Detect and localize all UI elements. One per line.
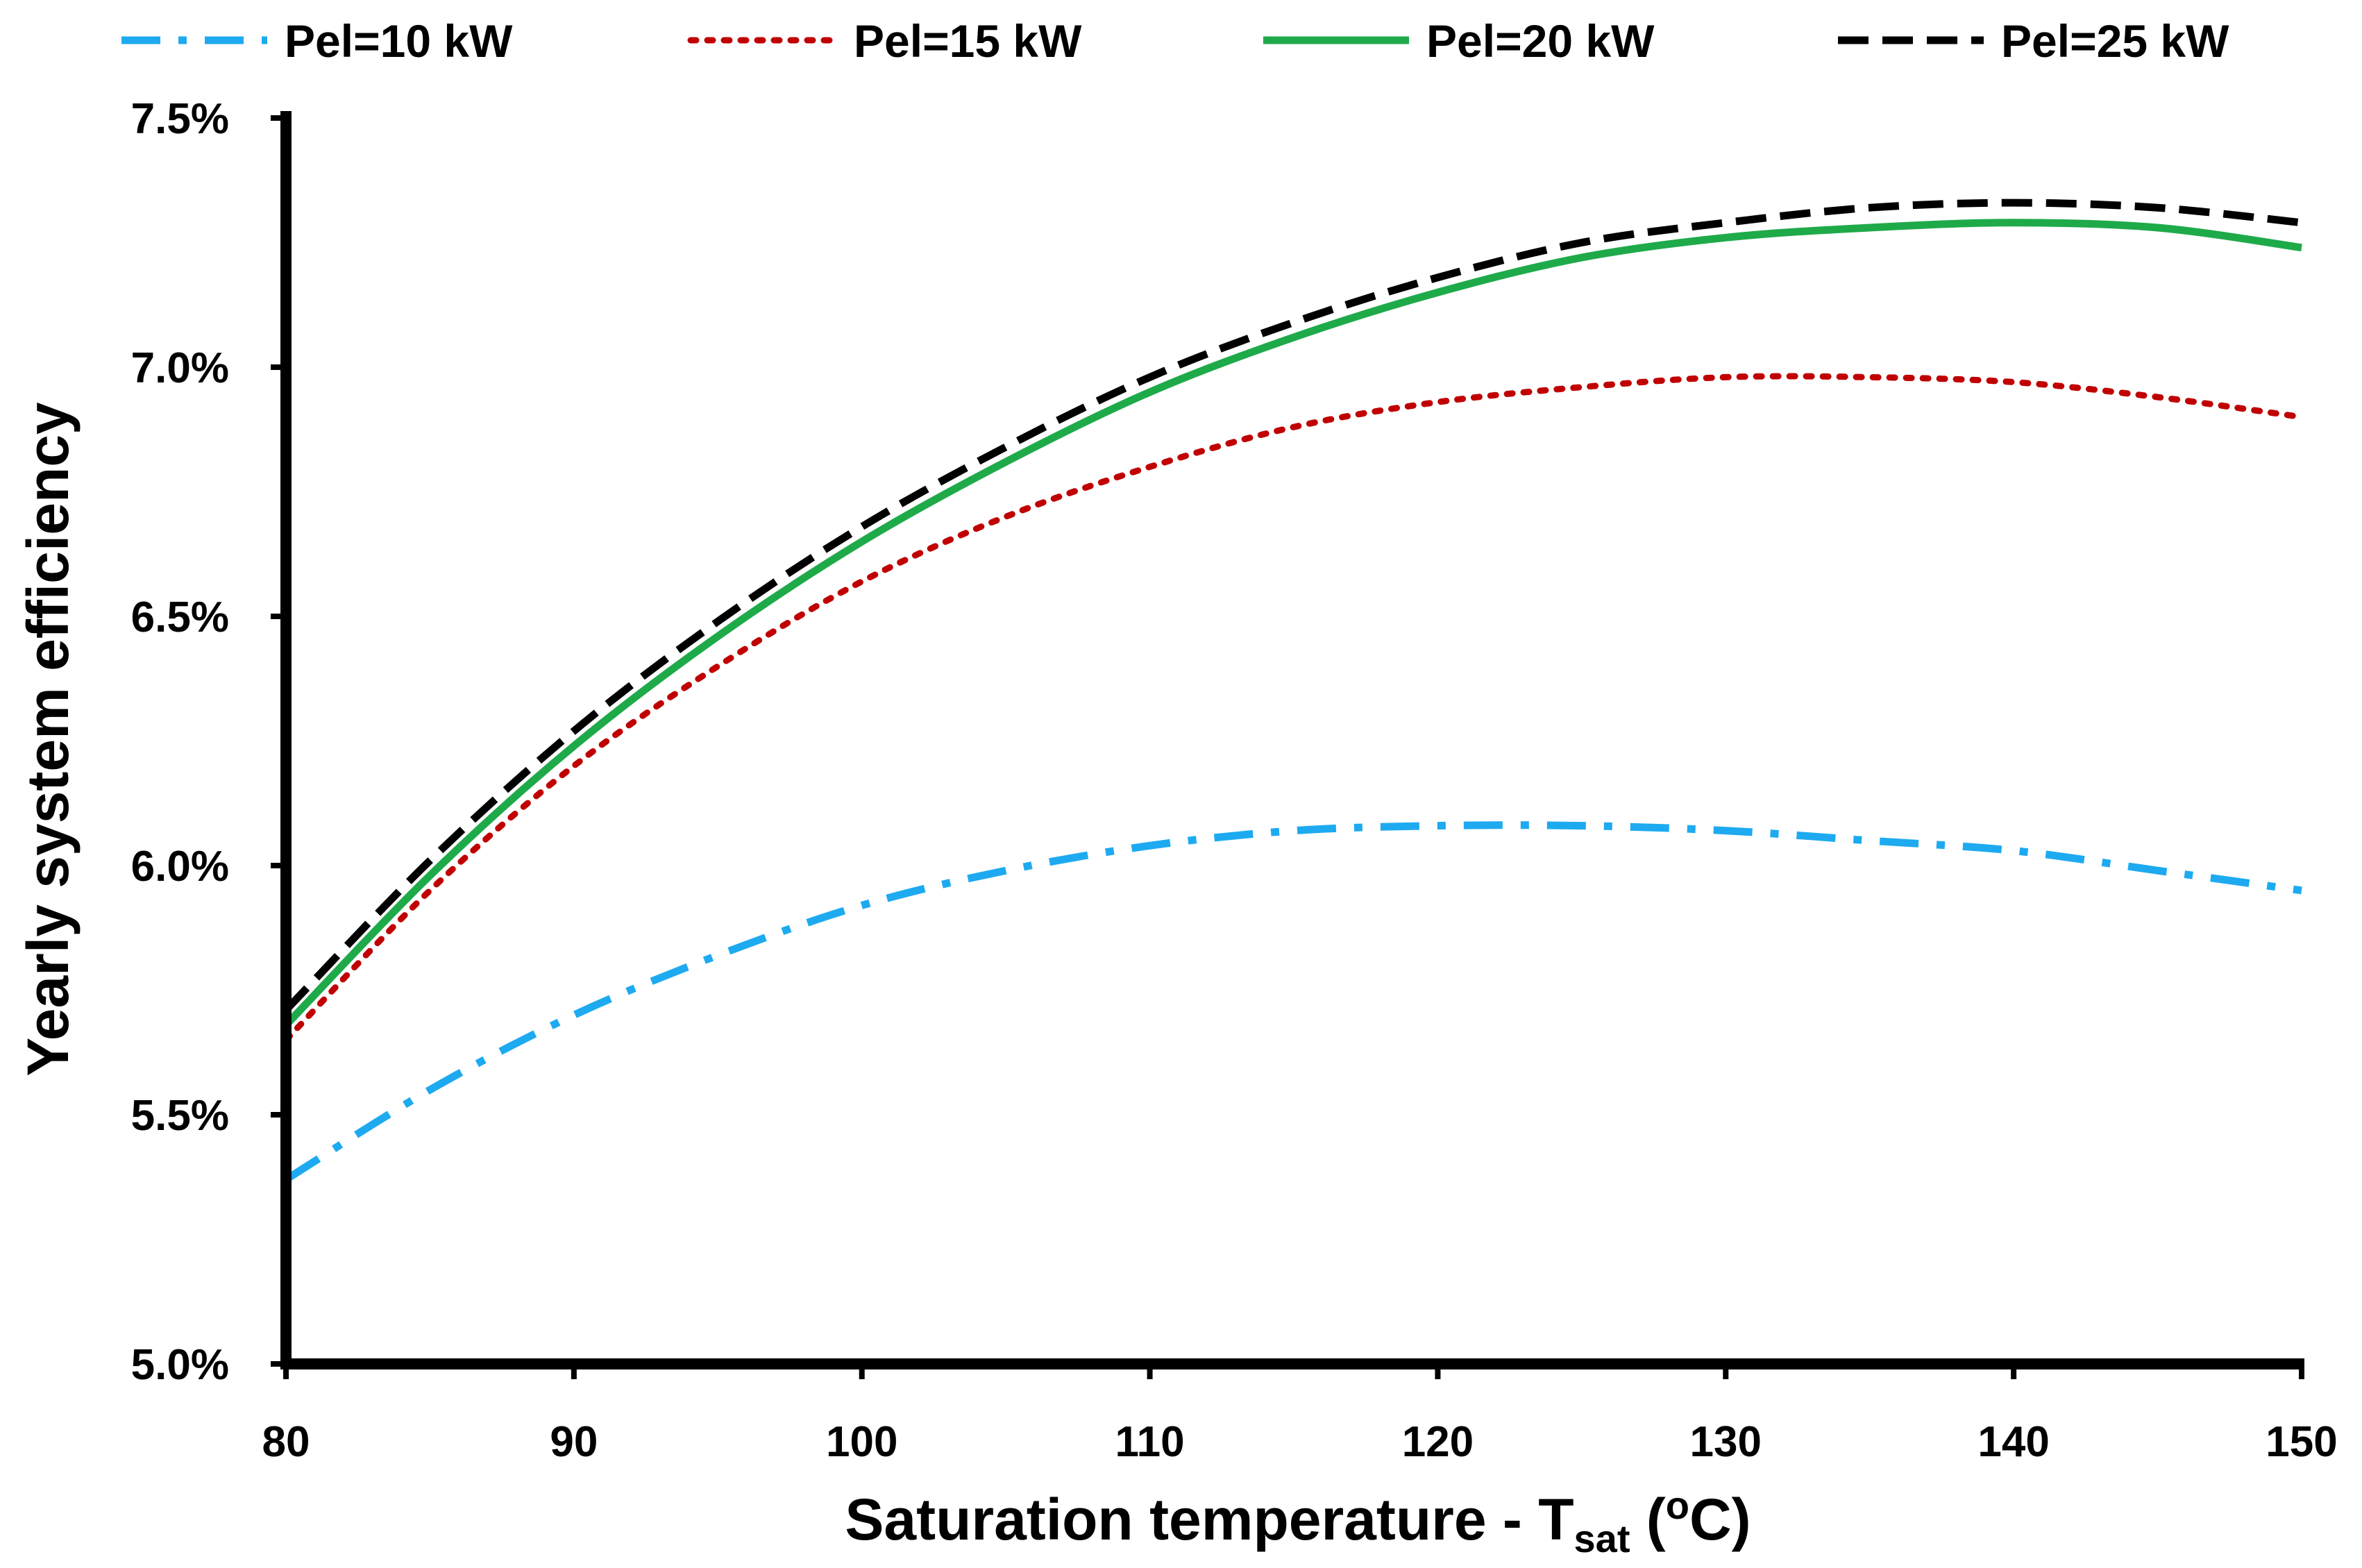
- y-tick-label: 6.5%: [131, 593, 229, 641]
- x-tick-label: 140: [1977, 1418, 2049, 1466]
- x-tick-label: 80: [262, 1418, 310, 1466]
- legend-label-1: Pel=10 kW: [285, 15, 513, 67]
- x-axis-title-close: C): [1689, 1487, 1751, 1552]
- x-tick-label: 110: [1115, 1418, 1185, 1466]
- legend-label-4: Pel=25 kW: [2001, 15, 2229, 67]
- series-line-2: [282, 373, 2305, 1043]
- legend-label-3: Pel=20 kW: [1426, 15, 1655, 67]
- legend: Pel=10 kW Pel=15 kW Pel=20 kW Pel=25 kW: [121, 15, 2229, 67]
- axes: [280, 111, 2304, 1369]
- y-tick-label: 5.5%: [131, 1092, 229, 1140]
- x-axis-title: Saturation temperature - Tsat (oC): [845, 1483, 1751, 1560]
- x-tick-label: 100: [826, 1418, 897, 1466]
- y-tick-label: 7.5%: [131, 95, 229, 143]
- x-axis-title-main: Saturation temperature - T: [845, 1487, 1574, 1552]
- legend-label-2: Pel=15 kW: [854, 15, 1082, 67]
- x-tick-label: 150: [2266, 1418, 2337, 1466]
- series-layer: [282, 199, 2305, 1183]
- series-line-3: [283, 219, 2302, 1028]
- x-tick-label: 90: [550, 1418, 598, 1466]
- y-tick-label: 7.0%: [131, 344, 229, 392]
- x-axis-title-open: (: [1630, 1487, 1665, 1552]
- x-tick-label: 130: [1690, 1418, 1762, 1466]
- series-line-1: [284, 821, 2302, 1183]
- x-axis-title-subscript: sat: [1574, 1517, 1630, 1560]
- x-ticks: 80 90 100 110 120 130 140 150: [262, 1364, 2338, 1466]
- series-line-4: [283, 199, 2302, 1013]
- y-axis-title: Yearly system efficiency: [15, 402, 81, 1077]
- y-tick-label: 5.0%: [131, 1341, 229, 1389]
- x-tick-label: 120: [1402, 1418, 1474, 1466]
- y-tick-label: 6.0%: [131, 843, 229, 891]
- y-ticks: 5.0% 5.5% 6.0% 6.5% 7.0% 7.5%: [131, 95, 286, 1389]
- x-axis-title-superscript: o: [1666, 1483, 1689, 1527]
